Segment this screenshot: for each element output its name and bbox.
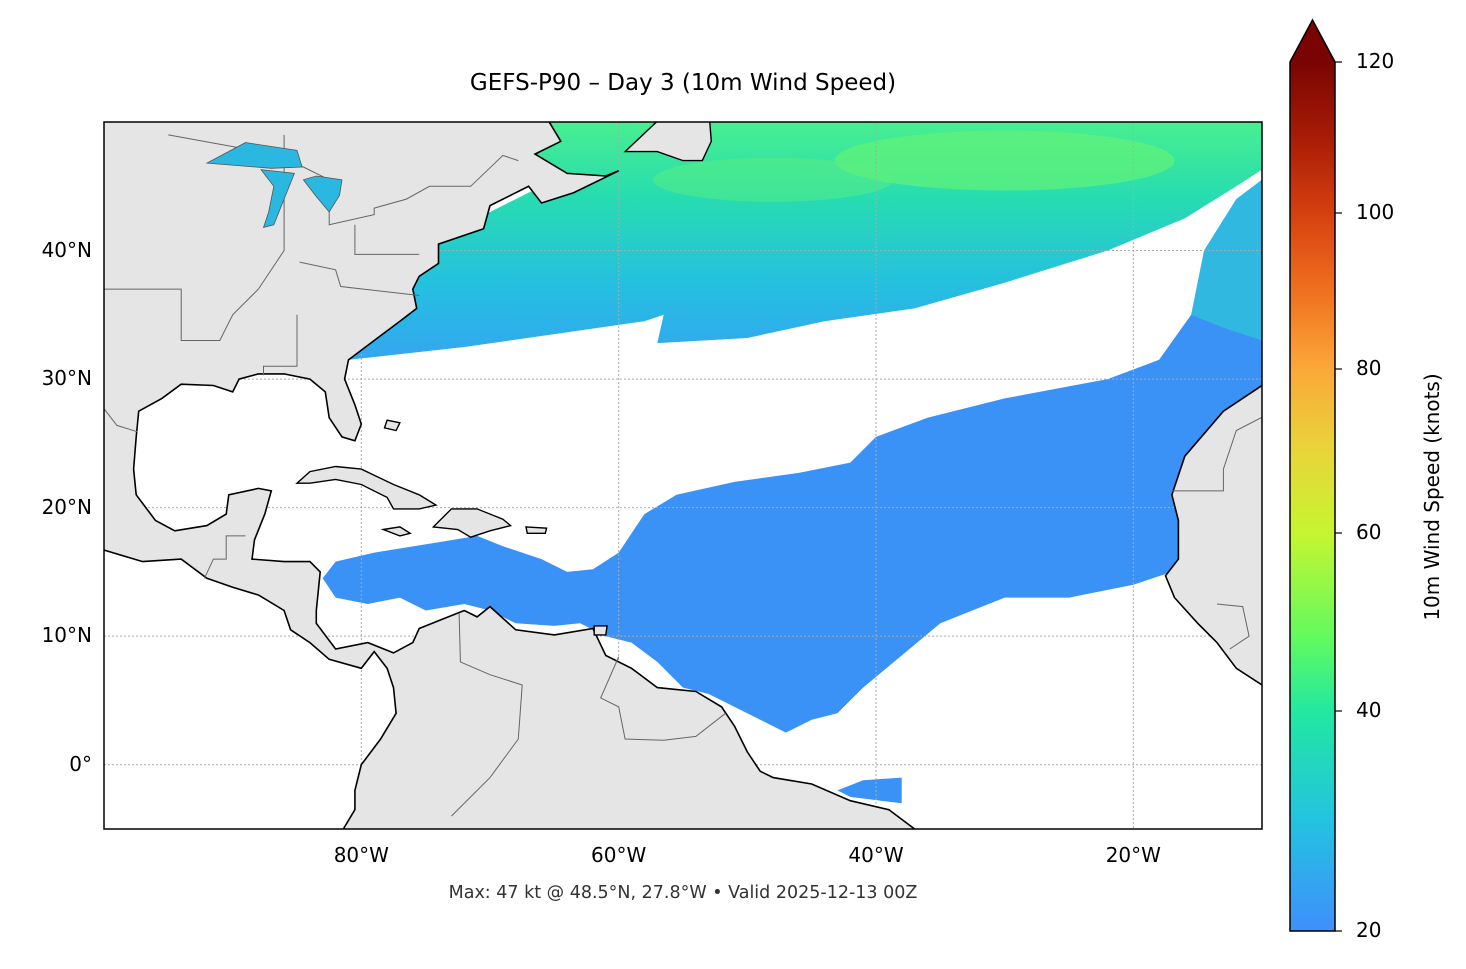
colorbar-tick-label: 20 [1356, 918, 1382, 942]
island-trinidad [593, 625, 608, 636]
lake-superior [205, 142, 303, 169]
colorbar-tick-label: 100 [1356, 200, 1395, 224]
land-americas [104, 122, 916, 829]
colorbar-fill [1290, 62, 1335, 931]
country-state-border [299, 261, 420, 296]
country-state-border [104, 407, 138, 433]
wind-field-equator [837, 777, 902, 804]
lon-tick-label: 20°W [1105, 843, 1161, 867]
lat-tick-label: 30°N [41, 366, 92, 391]
wind-max-area [834, 130, 1175, 191]
country-state-border [1216, 603, 1250, 650]
lon-tick-label: 60°W [591, 843, 647, 867]
country-state-border [600, 656, 726, 741]
country-state-border [263, 314, 298, 376]
country-state-border [1171, 416, 1262, 492]
lon-tick-label: 40°W [848, 843, 904, 867]
colorbar-tick-label: 80 [1356, 356, 1382, 380]
colorbar-tick-label: 60 [1356, 520, 1382, 544]
lat-tick-label: 40°N [41, 237, 92, 262]
wind-field-east [1191, 179, 1262, 341]
country-state-border [203, 535, 246, 579]
footer-max-valid: Max: 47 kt @ 48.5°N, 27.8°W • Valid 2025… [448, 883, 918, 903]
lake-huron [302, 175, 343, 213]
colorbar-extend-arrow [1290, 20, 1335, 62]
island-puerto-rico [525, 526, 548, 534]
island-bahamas [383, 419, 401, 432]
colorbar-label: 10m Wind Speed (knots) [1420, 373, 1444, 621]
colorbar-outline [1289, 18, 1336, 932]
wind-strong-area [653, 157, 894, 202]
island-newfoundland [623, 122, 713, 162]
country-state-border [451, 612, 523, 817]
map-axes [104, 122, 1262, 829]
island-hispaniola [431, 508, 513, 538]
lat-tick-label: 20°N [41, 494, 92, 519]
island-jamaica [380, 526, 412, 537]
wind-field-south [322, 179, 1262, 733]
colorbar-tick-label: 120 [1356, 49, 1395, 73]
country-state-border [104, 134, 285, 341]
axes-frame [103, 121, 1263, 830]
map-title: GEFS-P90 – Day 3 (10m Wind Speed) [469, 70, 897, 96]
colorbar-tick-label: 40 [1356, 698, 1382, 722]
lat-tick-label: 0° [69, 751, 92, 776]
country-state-border [354, 224, 420, 255]
lake-michigan [260, 169, 295, 228]
lon-tick-label: 80°W [333, 843, 389, 867]
land-africa [1164, 384, 1262, 687]
lat-tick-label: 10°N [41, 623, 92, 648]
island-cuba [295, 465, 438, 510]
